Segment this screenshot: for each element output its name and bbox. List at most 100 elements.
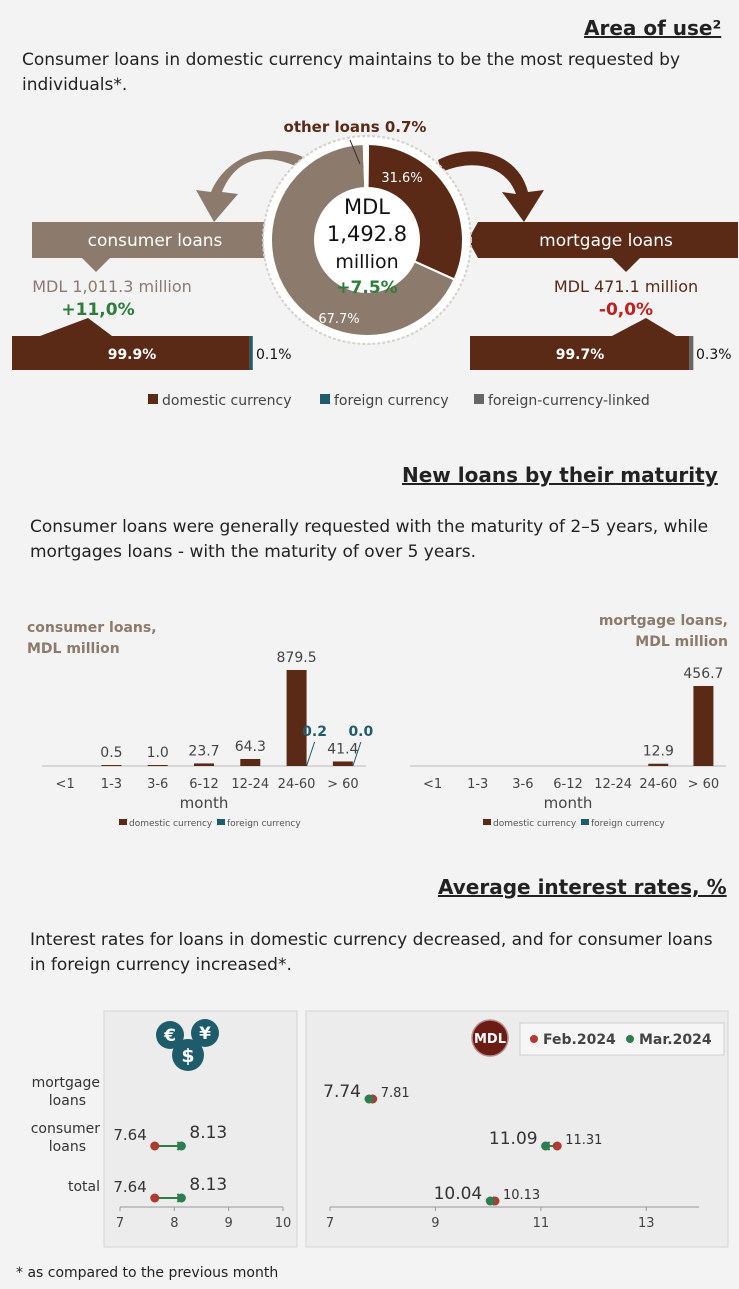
- point-label-left: 11.09: [489, 1129, 538, 1149]
- legend-feb: Feb.2024: [543, 1032, 616, 1048]
- mortgage-growth: -0,0%: [599, 300, 653, 320]
- bar-label-foreign: 0.2: [302, 724, 327, 740]
- chart-title: mortgage loans, MDL million: [599, 613, 728, 650]
- bar-domestic: [147, 765, 168, 766]
- legend-swatch-linked: [474, 394, 484, 404]
- tick-label: 12-24: [231, 777, 269, 792]
- consumer-bar-pointer: [40, 318, 112, 336]
- point-label-left: 7.74: [323, 1082, 361, 1102]
- rates-charts: € ¥ $ MDL Feb.2024 Mar.2024 mortgage loan…: [31, 1010, 729, 1248]
- row-label-consumer: consumer loans: [31, 1121, 101, 1155]
- bar-domestic: [332, 761, 353, 766]
- x-tick-label: 9: [225, 1216, 233, 1231]
- svg-text:¥: ¥: [199, 1024, 211, 1044]
- tick-label: 3-6: [512, 777, 533, 792]
- mortgage-arrow: [438, 151, 544, 222]
- point-feb: [552, 1141, 562, 1151]
- other-loans-label: other loans 0.7%: [284, 118, 427, 136]
- tick-label: 1-3: [467, 777, 488, 792]
- point-mar: [176, 1141, 186, 1151]
- center-growth: +7.5%: [336, 278, 397, 298]
- footnote: * as compared to the previous month: [16, 1265, 279, 1281]
- row-label-total: total: [68, 1179, 100, 1195]
- svg-text:€: €: [163, 1026, 176, 1046]
- donut-label-mortgage: 31.6%: [381, 171, 422, 186]
- legend-domestic: domestic currency: [493, 819, 577, 829]
- mdl-badge-label: MDL: [474, 1032, 506, 1047]
- consumer-maturity-chart: consumer loans, MDL million <1 0.5 1-3 1.0 3-6…: [27, 620, 374, 829]
- legend-swatch-domestic: [483, 819, 491, 825]
- bar-label-domestic: 23.7: [188, 743, 219, 759]
- bar-label-domestic: 41.4: [327, 741, 358, 757]
- bar-label-domestic: 879.5: [277, 650, 317, 666]
- center-line-1: MDL: [344, 195, 390, 219]
- consumer-foreign-label: 0.1%: [256, 347, 292, 363]
- leader-foreign: [306, 741, 316, 767]
- legend-swatch-foreign: [320, 394, 330, 404]
- bar-label-domestic: 12.9: [643, 744, 674, 760]
- point-mar: [176, 1193, 186, 1203]
- tick-label: <1: [423, 777, 442, 792]
- consumer-growth: +11,0%: [61, 300, 134, 320]
- donut-label-consumer: 67.7%: [318, 312, 359, 327]
- legend-feb-marker: [530, 1035, 538, 1043]
- rates-description: Interest rates for loans in domestic cur…: [30, 930, 713, 975]
- legend-mar-marker: [626, 1035, 634, 1043]
- point-label-left: 10.04: [434, 1184, 483, 1204]
- mortgage-banner-label: mortgage loans: [539, 231, 673, 251]
- legend-swatch-domestic: [119, 819, 127, 825]
- rates-foreign-plot: 7 8 9 10 7.64 8.13 7.64 8.13: [113, 1123, 291, 1231]
- rates-domestic-plot: 7 9 11 13 7.74 7.81 11.09 11.31 10.04 10.13: [323, 1082, 699, 1231]
- x-tick-label: 8: [170, 1216, 178, 1231]
- mortgage-amount: MDL 471.1 million: [554, 277, 698, 296]
- legend-foreign: foreign currency: [591, 819, 665, 829]
- bar-label-domestic: 456.7: [683, 666, 723, 682]
- mortgage-maturity-chart: mortgage loans, MDL million <1 1-3 3-6 6-12 12…: [410, 613, 728, 829]
- mortgage-domestic-bar: [470, 336, 690, 370]
- svg-text:$: $: [181, 1045, 194, 1067]
- center-line-3: million: [335, 251, 398, 273]
- x-axis-label: month: [180, 794, 229, 812]
- center-line-2: 1,492.8: [327, 222, 407, 246]
- point-label-left: 7.64: [113, 1126, 146, 1144]
- row-label-mortgage: mortgage loans: [32, 1075, 100, 1109]
- point-label-right: 11.31: [565, 1133, 602, 1148]
- legend-linked: foreign-currency-linked: [488, 393, 650, 409]
- point-feb: [150, 1141, 160, 1151]
- point-mar: [485, 1196, 495, 1206]
- mortgage-bar-pointer: [612, 318, 676, 336]
- area-title: Area of use²: [584, 16, 722, 40]
- point-label-left: 7.64: [113, 1178, 146, 1196]
- x-axis-label: month: [544, 794, 593, 812]
- bar-label-domestic: 64.3: [235, 739, 266, 755]
- legend-foreign: foreign currency: [227, 819, 301, 829]
- bar-domestic: [101, 765, 122, 766]
- mortgage-banner: [468, 222, 738, 272]
- area-of-use-graphic: consumer loans MDL 1,011.3 million +11,0…: [12, 118, 738, 409]
- tick-label: 3-6: [147, 777, 168, 792]
- legend-swatch-domestic: [148, 394, 158, 404]
- tick-label: 12-24: [594, 777, 632, 792]
- bar-domestic: [240, 758, 261, 766]
- point-mar: [364, 1094, 374, 1104]
- legend-foreign: foreign currency: [334, 393, 449, 409]
- tick-label: 6-12: [189, 777, 219, 792]
- bar-label-domestic: 0.5: [100, 745, 122, 761]
- rates-title: Average interest rates, %: [438, 875, 727, 899]
- x-tick-label: 13: [638, 1216, 655, 1231]
- bar-label-domestic: 1.0: [147, 745, 169, 761]
- consumer-domestic-bar: [12, 336, 250, 370]
- point-mar: [541, 1141, 551, 1151]
- bar-domestic: [648, 763, 669, 766]
- tick-label: 24-60: [639, 777, 677, 792]
- chart-title: consumer loans, MDL million: [27, 620, 157, 657]
- consumer-foreign-bar: [249, 336, 253, 370]
- point-label-right: 10.13: [503, 1188, 540, 1203]
- consumer-domestic-label: 99.9%: [108, 347, 157, 363]
- mortgage-domestic-label: 99.7%: [556, 347, 605, 363]
- other-loans-leader: [349, 139, 361, 165]
- tick-label: > 60: [327, 777, 359, 792]
- leader-foreign: [352, 741, 362, 767]
- x-tick-label: 7: [326, 1216, 334, 1231]
- point-label-right: 8.13: [189, 1175, 227, 1195]
